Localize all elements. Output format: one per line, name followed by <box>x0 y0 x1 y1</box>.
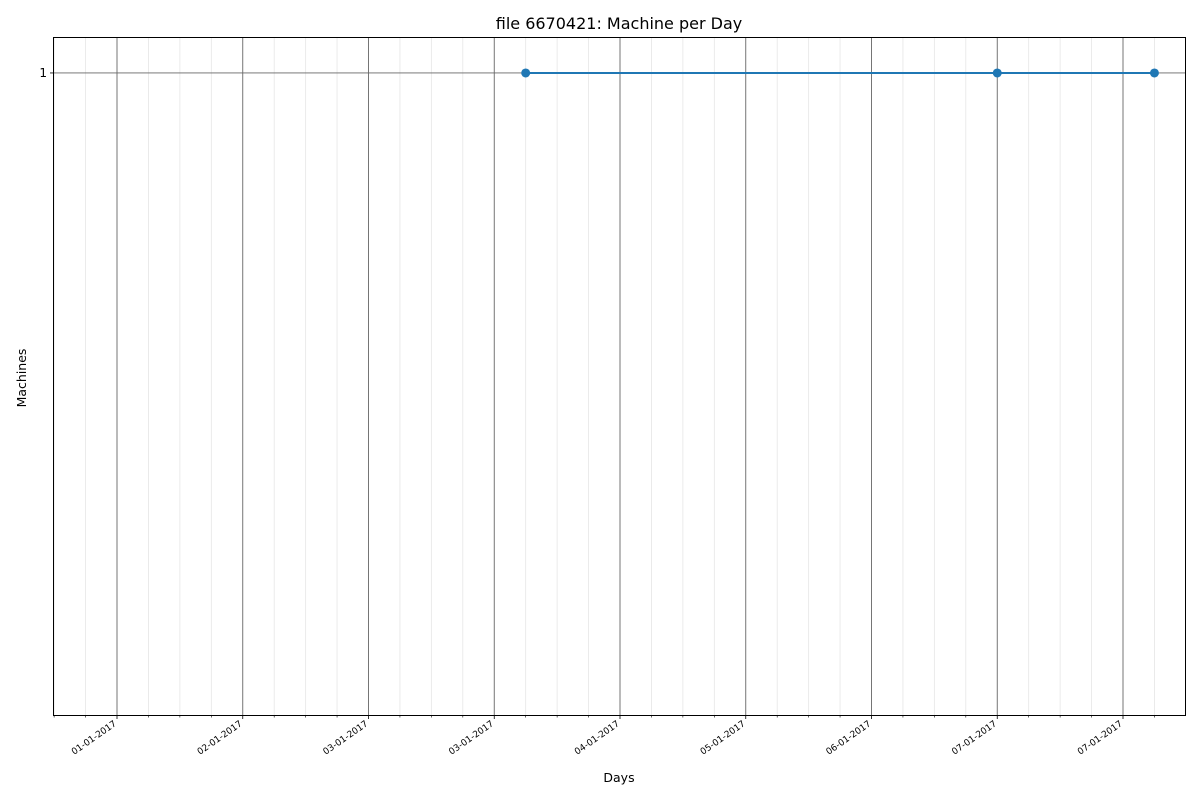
x-axis-label: Days <box>603 770 634 785</box>
data-point <box>1149 68 1159 78</box>
x-ticks: 01-01-2017 02-01-2017 03-01-2017 03-01-2017… <box>53 715 1155 757</box>
major-grid <box>54 37 1185 715</box>
y-tick-label: 1 <box>39 66 47 80</box>
x-tick-label: 01-01-2017 <box>70 719 119 757</box>
data-point <box>521 68 531 78</box>
x-tick-label: 05-01-2017 <box>699 719 748 757</box>
x-tick-label: 04-01-2017 <box>573 719 622 757</box>
data-point <box>992 68 1002 78</box>
x-tick-label: 06-01-2017 <box>825 719 874 757</box>
series-layer <box>521 68 1159 78</box>
x-tick-label: 07-01-2017 <box>1076 719 1125 757</box>
y-ticks: 1 <box>39 66 54 80</box>
x-tick-label: 03-01-2017 <box>322 719 371 757</box>
chart-title: file 6670421: Machine per Day <box>496 14 743 33</box>
x-tick-label: 07-01-2017 <box>950 719 999 757</box>
minor-grid <box>53 37 1155 715</box>
y-axis-label: Machines <box>14 349 29 408</box>
x-tick-label: 02-01-2017 <box>196 719 245 757</box>
plot-frame <box>53 37 1186 716</box>
x-tick-label: 03-01-2017 <box>447 719 496 757</box>
